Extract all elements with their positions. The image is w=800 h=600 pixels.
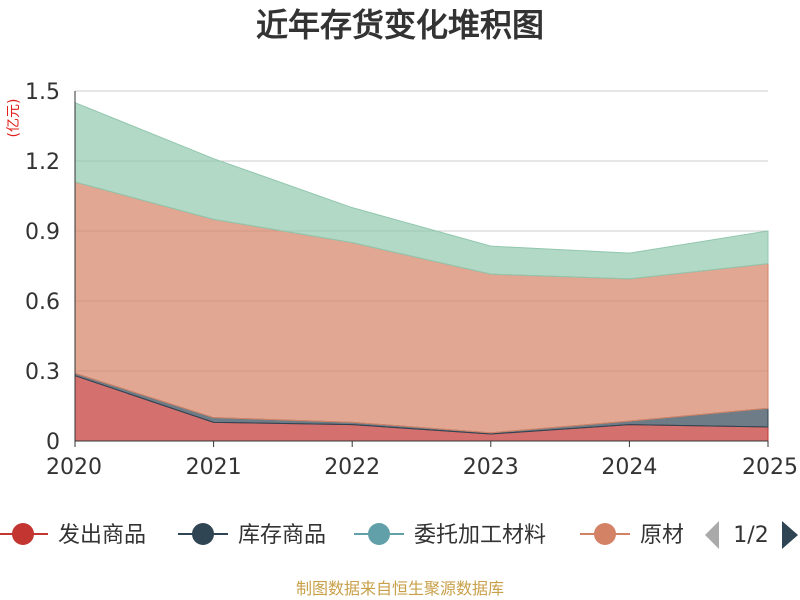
y-tick-label: 1.5: [25, 80, 60, 105]
legend: 发出商品 库存商品 委托加工材料 原材 1/2: [0, 521, 798, 549]
x-tick-label: 2022: [324, 455, 380, 480]
y-axis-unit-label: (亿元): [6, 99, 22, 138]
legend-item[interactable]: 发出商品: [0, 523, 146, 548]
legend-label: 原材: [640, 523, 684, 548]
legend-label: 委托加工材料: [414, 523, 546, 548]
legend-label: 发出商品: [58, 523, 146, 548]
x-tick-label: 2020: [46, 455, 102, 480]
y-tick-label: 0.9: [25, 220, 60, 245]
legend-circle-icon: [192, 523, 214, 545]
x-tick-label: 2024: [601, 455, 657, 480]
series-areas: [74, 101, 769, 442]
y-tick-label: 0.6: [25, 290, 60, 315]
legend-prev-page-icon[interactable]: [705, 521, 719, 549]
legend-label: 库存商品: [238, 523, 326, 548]
x-tick-label: 2023: [463, 455, 519, 480]
tick-labels: 0 0.3 0.6 0.9 1.2 1.5 2020 2021 2022 2023 2024 2025: [25, 80, 798, 480]
y-tick-label: 0: [46, 430, 60, 455]
data-source-note: 制图数据来自恒生聚源数据库: [296, 579, 504, 598]
legend-item[interactable]: 原材: [580, 523, 684, 548]
legend-item[interactable]: 委托加工材料: [354, 523, 546, 548]
y-tick-label: 1.2: [25, 150, 60, 175]
legend-item[interactable]: 库存商品: [178, 523, 326, 548]
legend-next-page-icon[interactable]: [782, 521, 798, 549]
legend-circle-icon: [12, 523, 34, 545]
area-series: [74, 181, 769, 434]
x-tick-label: 2025: [742, 455, 798, 480]
area-series: [74, 101, 769, 280]
legend-page-indicator: 1/2: [733, 523, 768, 548]
y-tick-label: 0.3: [25, 360, 60, 385]
legend-items: 发出商品 库存商品 委托加工材料 原材: [0, 523, 684, 548]
legend-circle-icon: [594, 523, 616, 545]
chart-title: 近年存货变化堆积图: [256, 6, 544, 44]
x-tick-label: 2021: [186, 455, 242, 480]
axes: [74, 91, 769, 447]
legend-circle-icon: [368, 523, 390, 545]
